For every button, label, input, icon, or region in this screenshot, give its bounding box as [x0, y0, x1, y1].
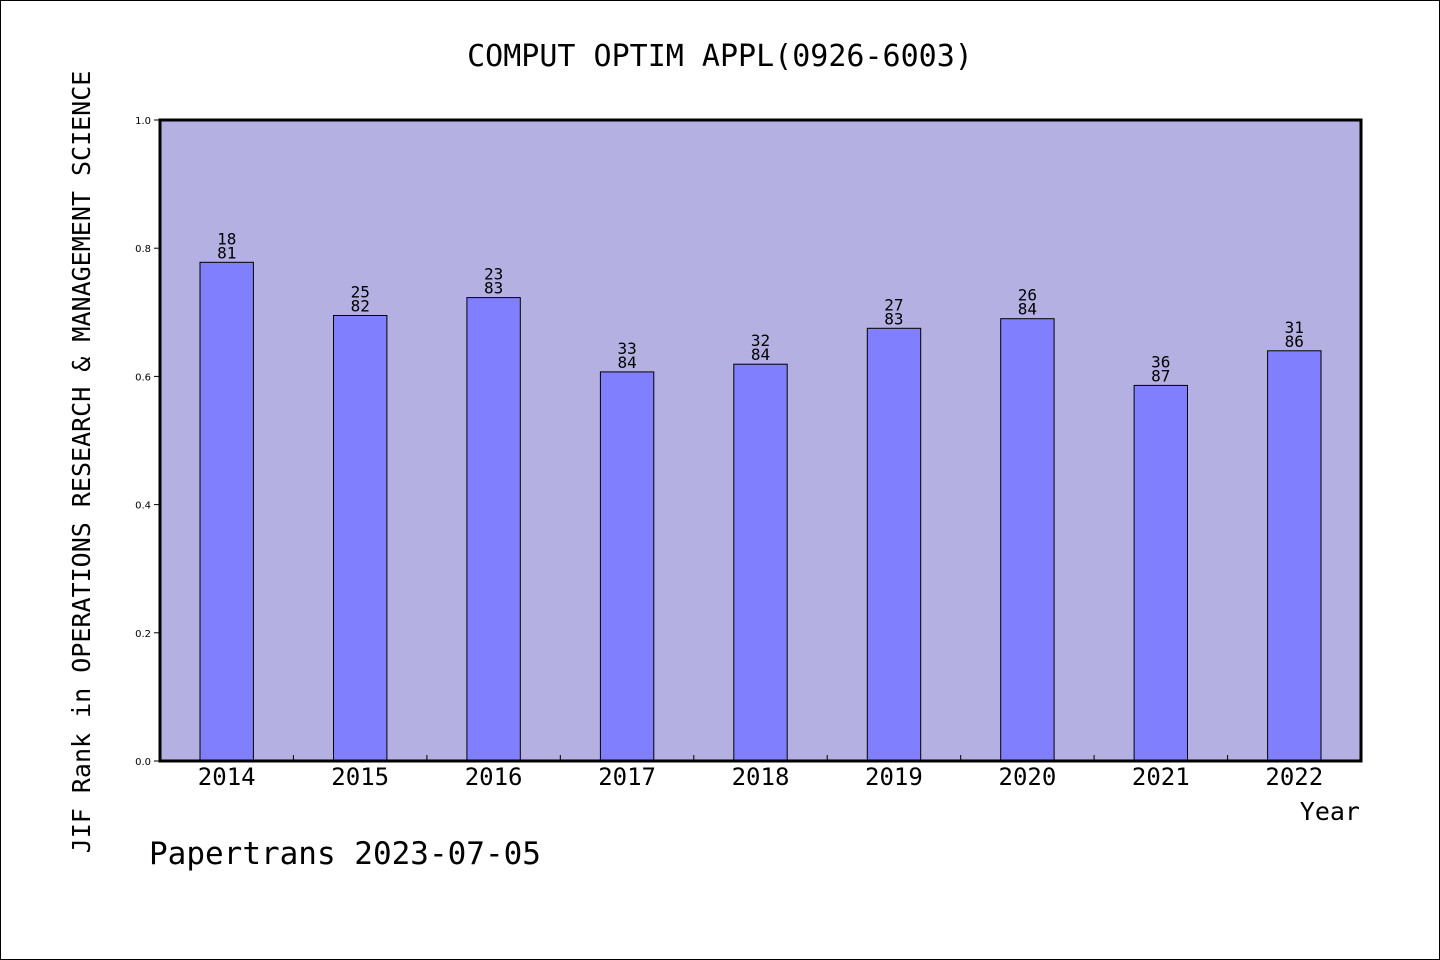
bar-2014: [199, 261, 254, 762]
y-tick-label-0.0: 0.0: [135, 757, 151, 768]
bar-2021: [1133, 384, 1188, 762]
bar-label-2014-line2: 81: [217, 243, 236, 262]
bar-label-2022-line1: 31: [1285, 318, 1304, 337]
x-tick-label-2015: 2015: [331, 763, 389, 791]
y-axis-label: JIF Rank in OPERATIONS RESEARCH & MANAGE…: [67, 71, 96, 854]
bar-label-2015-line2: 82: [351, 297, 370, 316]
x-tick-label-2016: 2016: [465, 763, 523, 791]
x-tick-label-2019: 2019: [865, 763, 923, 791]
y-ticks-group: 0.0 0.2 0.4 0.6 0.8 1.0: [135, 116, 160, 768]
bar-2022: [1267, 350, 1322, 762]
bar-label-2022-line2: 86: [1285, 332, 1304, 351]
y-tick-label-0.8: 0.8: [135, 244, 151, 255]
bar-label-2014-line1: 18: [217, 229, 236, 248]
x-tick-label-2018: 2018: [732, 763, 790, 791]
bar-2016: [466, 297, 521, 762]
x-ticks-group: 2014 2015 2016 2017 2018 2019 2020 2021 2022: [198, 755, 1323, 791]
x-axis-label: Year: [1300, 797, 1360, 826]
bar-label-2018-line2: 84: [751, 345, 770, 364]
bar-label-2021-line2: 87: [1151, 366, 1170, 385]
bar-label-2019-line2: 83: [884, 309, 903, 328]
y-tick-label-0.2: 0.2: [135, 629, 151, 640]
x-tick-label-2017: 2017: [598, 763, 656, 791]
bar-2019: [866, 327, 922, 762]
bar-label-2020-line1: 26: [1018, 286, 1037, 305]
x-tick-label-2014: 2014: [198, 763, 256, 791]
bar-2018: [733, 363, 788, 762]
bar-label-2020-line2: 84: [1018, 300, 1037, 319]
bars-group: [199, 261, 1322, 762]
bar-label-2021-line1: 36: [1151, 352, 1170, 371]
plot-border: [158, 118, 1363, 763]
bar-label-2019-line1: 27: [884, 295, 903, 314]
bar-2015: [333, 315, 388, 762]
x-tick-label-2022: 2022: [1265, 763, 1323, 791]
bar-2020: [1000, 318, 1055, 762]
bar-label-2017-line1: 33: [617, 339, 636, 358]
bar-label-2018-line1: 32: [751, 331, 770, 350]
y-tick-label-0.6: 0.6: [135, 372, 151, 383]
x-tick-label-2021: 2021: [1132, 763, 1190, 791]
chart-title: COMPUT OPTIM APPL(0926-6003): [467, 39, 973, 74]
y-tick-label-1.0: 1.0: [135, 116, 151, 127]
bar-label-2016-line1: 23: [484, 265, 503, 284]
bar-label-2015-line1: 25: [351, 283, 370, 302]
x-tick-label-2020: 2020: [999, 763, 1057, 791]
footer-credit: Papertrans 2023-07-05: [149, 836, 541, 872]
y-tick-label-0.4: 0.4: [135, 501, 151, 512]
bar-label-2017-line2: 84: [617, 353, 636, 372]
bar-2017: [599, 371, 655, 762]
bar-label-2016-line2: 83: [484, 279, 503, 298]
